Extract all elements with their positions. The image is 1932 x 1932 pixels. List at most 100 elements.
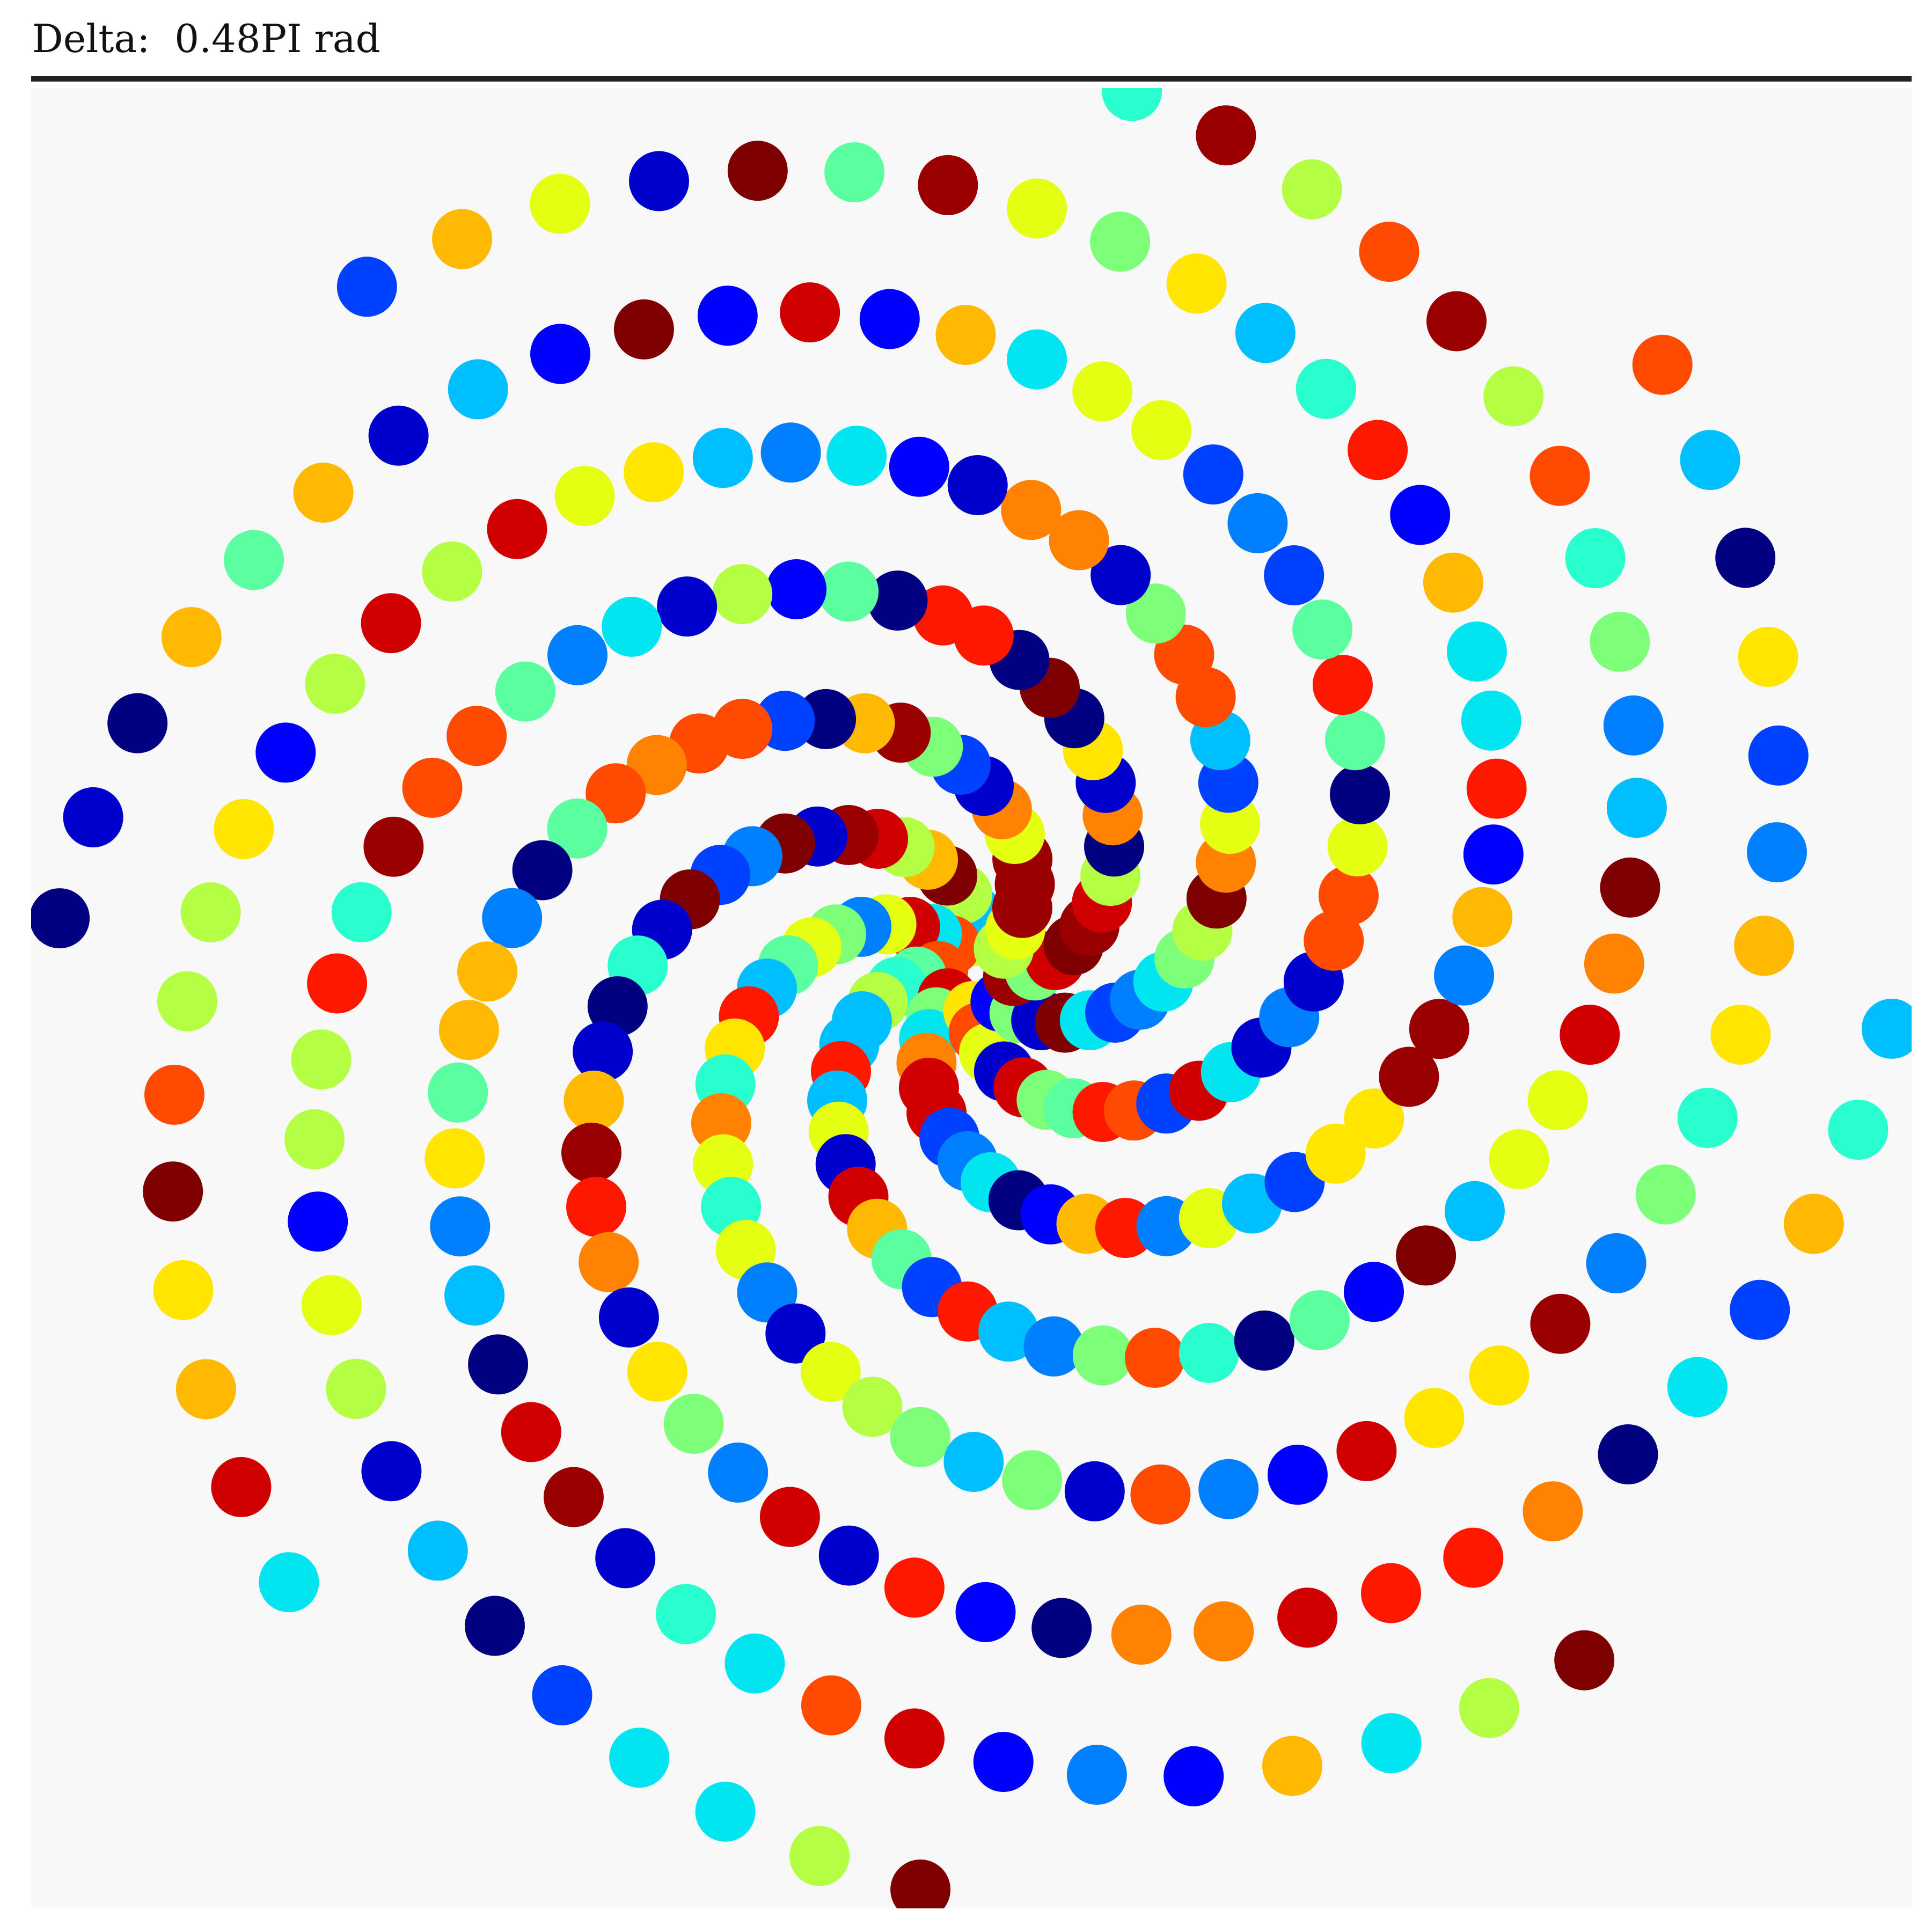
spiral-dot <box>1227 493 1288 553</box>
spiral-dot <box>1312 655 1373 715</box>
spiral-dot <box>602 596 662 657</box>
spiral-dot <box>1463 824 1524 885</box>
spiral-dot <box>1198 1459 1259 1519</box>
spiral-dot <box>598 1287 659 1348</box>
spiral-dot <box>1090 211 1151 272</box>
spiral-dot <box>842 1377 903 1437</box>
spiral-dot <box>566 1176 626 1237</box>
spiral-dot <box>487 499 547 559</box>
spiral-dot <box>587 976 648 1037</box>
spiral-dot <box>1282 159 1342 219</box>
spiral-dot <box>759 1487 820 1547</box>
spiral-dot <box>1730 1279 1790 1340</box>
spiral-dot <box>1072 361 1133 422</box>
spiral-dot <box>543 1467 604 1527</box>
spiral-dot <box>1277 1587 1338 1648</box>
spiral-dot <box>1064 1461 1125 1521</box>
spiral-dot <box>1002 1450 1063 1511</box>
spiral-dot <box>447 706 507 766</box>
spiral-dot <box>1446 621 1507 682</box>
spiral-dot <box>1007 178 1067 239</box>
spiral-dot <box>1163 1746 1224 1806</box>
spiral-dot <box>859 289 920 349</box>
spiral-dot <box>1434 945 1494 1006</box>
spiral-dot <box>1359 222 1419 282</box>
spiral-arm <box>561 805 1912 1665</box>
spiral-dot <box>1007 329 1067 390</box>
spiral-dot <box>1102 88 1162 121</box>
spiral-dot <box>255 722 316 783</box>
spiral-dot <box>627 1342 687 1402</box>
spiral-arm <box>807 88 1667 1388</box>
delta-label: Delta: 0.48PI rad <box>32 16 380 61</box>
spiral-dot <box>307 953 368 1014</box>
spiral-dot <box>1426 291 1487 352</box>
spiral-dot <box>1344 1088 1404 1149</box>
spiral-dot <box>407 1520 468 1581</box>
spiral-dot <box>826 426 887 486</box>
spiral-dot <box>1179 1323 1239 1383</box>
spiral-dot <box>1590 611 1650 672</box>
spiral-dot <box>1130 1464 1191 1525</box>
spiral-arm <box>284 559 1144 1908</box>
spiral-dot <box>63 787 123 847</box>
spiral-dot <box>1828 1100 1889 1160</box>
spiral-dot <box>609 1728 670 1788</box>
spiral-dot <box>657 576 718 637</box>
spiral-dot <box>695 1781 756 1842</box>
spiral-dot <box>561 1122 621 1183</box>
spiral-dot <box>801 1675 861 1736</box>
spiral-dot <box>1336 1421 1397 1481</box>
spiral-dot <box>1861 998 1912 1059</box>
spiral-dot <box>331 882 392 942</box>
spiral-dot <box>301 1275 362 1336</box>
spiral-dot <box>1529 445 1590 506</box>
spiral-dot <box>1296 358 1356 419</box>
spiral-dot <box>305 654 365 714</box>
spiral-dot <box>161 607 222 668</box>
spiral-dot <box>1598 1424 1658 1484</box>
spiral-dot <box>1267 1444 1328 1505</box>
spiral-dot <box>1738 627 1798 687</box>
spiral-dot <box>501 1402 561 1462</box>
spiral-dot <box>780 282 840 343</box>
spiral-dot <box>284 1109 345 1169</box>
spiral-dot <box>1680 430 1740 491</box>
spiral-dot <box>629 151 689 211</box>
spiral-dot <box>495 661 555 722</box>
spiral-dot <box>766 559 827 619</box>
spiral-dot <box>1584 933 1644 994</box>
spiral-dot <box>224 530 284 590</box>
spiral-dot <box>1710 1005 1771 1065</box>
spiral-dot <box>943 1432 1004 1492</box>
spiral-dot <box>656 1584 716 1644</box>
spiral-dot <box>978 1301 1039 1362</box>
spiral-dot <box>547 798 608 859</box>
spiral-dot <box>1183 444 1243 505</box>
spiral-dot <box>935 305 996 365</box>
spiral-dot <box>1565 528 1626 588</box>
spiral-dot <box>973 1732 1034 1792</box>
spiral-dot <box>432 209 493 269</box>
spiral-dot <box>468 1334 529 1395</box>
spiral-dot <box>1325 710 1385 771</box>
spiral-dot <box>1747 822 1807 883</box>
spiral-dot <box>824 142 885 202</box>
spiral-dot <box>211 1457 272 1517</box>
spiral-dot <box>1423 552 1483 613</box>
spiral-dot <box>724 1633 785 1694</box>
spiral-dot <box>1606 778 1667 838</box>
spiral-dot <box>1469 1345 1529 1406</box>
spiral-dot <box>1196 105 1256 166</box>
spiral-dot <box>1783 1194 1844 1254</box>
spiral-dot <box>1443 1527 1504 1588</box>
spiral-dot <box>1459 1678 1519 1738</box>
spiral-dot <box>457 941 517 1002</box>
spiral-dot <box>867 570 928 631</box>
spiral-dot <box>1444 1181 1505 1241</box>
spiral-dot <box>1396 1225 1457 1286</box>
spiral-dot <box>624 442 684 503</box>
spiral-dot <box>1125 583 1186 644</box>
spiral-dot <box>890 1859 951 1908</box>
spiral-dot <box>1234 1310 1294 1371</box>
